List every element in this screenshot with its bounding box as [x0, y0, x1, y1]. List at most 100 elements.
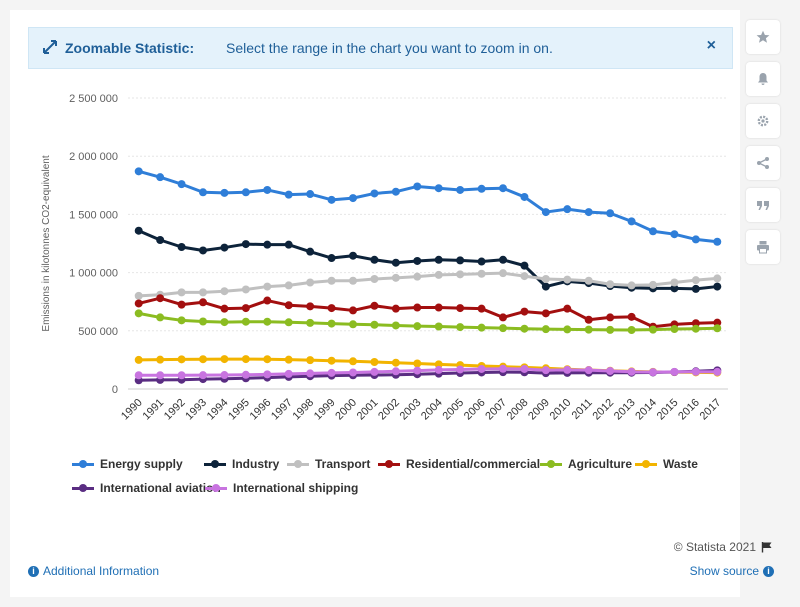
- data-point: [691, 319, 700, 328]
- legend-item[interactable]: International aviation: [72, 479, 221, 497]
- legend-item[interactable]: Industry: [204, 455, 279, 473]
- data-point: [263, 370, 272, 379]
- data-point: [520, 192, 529, 201]
- x-tick-label: 2006: [462, 397, 488, 423]
- x-tick-label: 1998: [290, 397, 316, 423]
- notification-button[interactable]: [746, 62, 780, 96]
- data-point: [349, 368, 357, 377]
- data-point: [156, 236, 165, 245]
- data-point: [263, 296, 272, 305]
- data-point: [306, 278, 315, 287]
- x-tick-label: 2000: [333, 397, 359, 423]
- data-point: [520, 307, 529, 316]
- data-point: [327, 276, 336, 285]
- legend-symbol: [72, 459, 94, 469]
- data-point: [670, 284, 679, 293]
- data-point: [284, 281, 293, 290]
- data-point: [456, 270, 465, 279]
- data-point: [134, 291, 143, 300]
- x-tick-label: 2014: [633, 397, 659, 423]
- y-tick-label: 1 000 000: [69, 268, 118, 280]
- x-tick-label: 1990: [119, 397, 145, 423]
- share-button[interactable]: [746, 146, 780, 180]
- x-tick-label: 2008: [505, 397, 531, 423]
- show-source-link[interactable]: Show source i: [690, 564, 774, 578]
- data-point: [177, 180, 186, 189]
- data-point: [177, 316, 186, 325]
- credit-text: © Statista 2021: [673, 540, 756, 554]
- settings-button[interactable]: [746, 104, 780, 138]
- data-point: [606, 313, 615, 322]
- data-point: [499, 269, 507, 278]
- data-point: [456, 304, 465, 313]
- y-tick-label: 500 000: [78, 326, 118, 338]
- data-point: [713, 318, 722, 327]
- legend-symbol: [378, 459, 400, 469]
- legend-item[interactable]: Energy supply: [72, 455, 183, 473]
- print-button[interactable]: [746, 230, 780, 264]
- data-point: [349, 251, 357, 260]
- data-point: [541, 282, 550, 291]
- print-icon: [757, 241, 769, 254]
- data-point: [691, 284, 700, 293]
- data-point: [606, 209, 615, 218]
- data-point: [306, 369, 315, 378]
- data-point: [156, 173, 165, 182]
- data-point: [477, 364, 486, 373]
- info-icon: i: [763, 565, 774, 577]
- legend-item[interactable]: Waste: [635, 455, 698, 473]
- data-point: [349, 276, 357, 285]
- data-point: [477, 323, 486, 332]
- data-point: [606, 325, 615, 334]
- data-point: [627, 281, 636, 290]
- data-point: [499, 184, 507, 193]
- data-point: [199, 246, 207, 255]
- data-point: [563, 365, 572, 374]
- data-point: [241, 188, 250, 197]
- data-point: [220, 318, 229, 327]
- data-point: [627, 217, 636, 226]
- additional-info-link[interactable]: i Additional Information: [28, 564, 159, 578]
- legend-symbol: [205, 483, 227, 493]
- data-point: [456, 365, 465, 374]
- cite-button[interactable]: [746, 188, 780, 222]
- data-point: [413, 182, 422, 191]
- data-point: [477, 257, 486, 266]
- data-point: [284, 190, 293, 199]
- data-point: [220, 355, 229, 364]
- data-point: [306, 247, 315, 256]
- data-point: [220, 243, 229, 252]
- data-point: [434, 365, 443, 374]
- data-point: [306, 302, 315, 311]
- x-tick-label: 1992: [162, 397, 188, 423]
- legend-item[interactable]: Residential/commercial: [378, 455, 540, 473]
- data-point: [306, 190, 315, 199]
- data-point: [284, 318, 293, 327]
- data-point: [263, 240, 272, 249]
- legend-item[interactable]: Agriculture: [540, 455, 632, 473]
- data-point: [177, 288, 186, 297]
- share-icon: [757, 157, 769, 169]
- data-point: [370, 255, 379, 264]
- legend-item[interactable]: International shipping: [205, 479, 358, 497]
- data-point: [584, 366, 593, 375]
- data-point: [563, 304, 572, 313]
- bookmark-button[interactable]: [746, 20, 780, 54]
- data-point: [263, 185, 272, 194]
- data-point: [520, 272, 529, 281]
- x-tick-label: 1994: [205, 397, 231, 423]
- data-point: [327, 368, 336, 377]
- data-point: [713, 274, 722, 283]
- close-icon[interactable]: ×: [706, 37, 716, 54]
- x-tick-label: 2007: [483, 397, 509, 423]
- statista-credit: © Statista 2021: [674, 540, 773, 554]
- data-point: [370, 189, 379, 198]
- data-point: [434, 184, 443, 193]
- data-point: [284, 240, 293, 249]
- data-point: [563, 275, 572, 284]
- data-point: [306, 318, 315, 327]
- x-tick-label: 1999: [312, 397, 338, 423]
- data-point: [220, 188, 229, 197]
- legend-item[interactable]: Transport: [287, 455, 370, 473]
